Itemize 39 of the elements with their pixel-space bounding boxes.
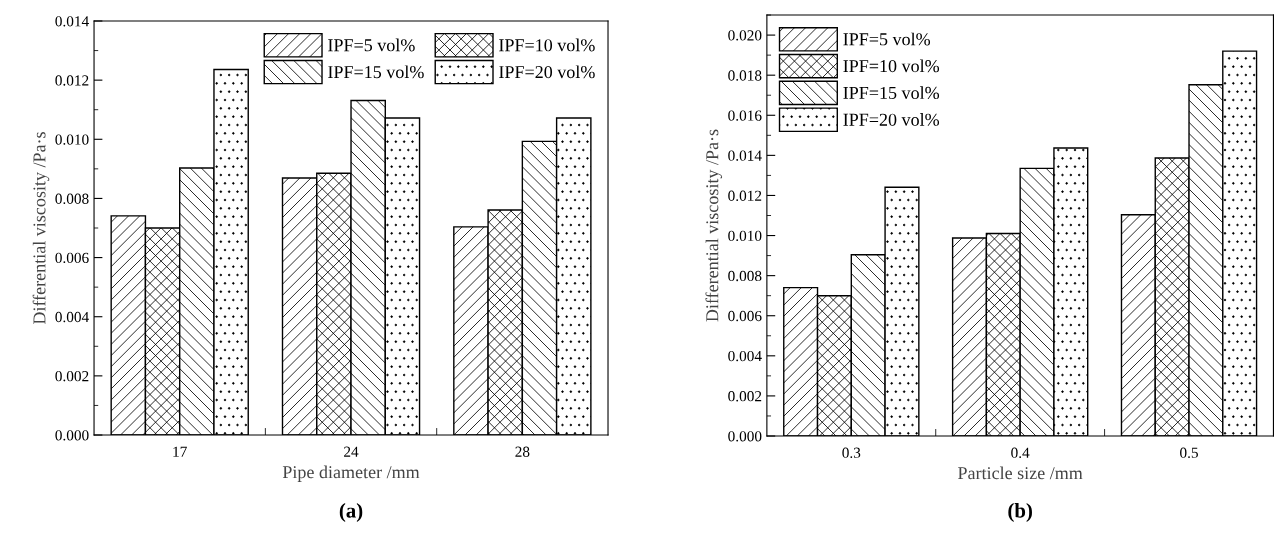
- legend-label: IPF=20 vol%: [499, 65, 595, 79]
- legend-label: IPF=5 vol%: [843, 32, 931, 46]
- y-axis-title: Differential viscosity /Pa·s: [705, 129, 723, 322]
- y-tick-label: 0.014: [55, 16, 89, 27]
- y-tick-label: 0.010: [728, 230, 762, 242]
- y-tick-label: 0.016: [728, 110, 762, 121]
- y-tick-label: 0.014: [728, 150, 762, 161]
- x-tick-label: 17: [173, 446, 187, 457]
- y-tick-label: 0.002: [728, 391, 762, 402]
- legend-label: IPF=5 vol%: [328, 38, 415, 52]
- y-tick-label: 0.008: [728, 270, 762, 282]
- x-axis-title: Particle size /mm: [958, 466, 1083, 480]
- legend-label: IPF=15 vol%: [843, 86, 940, 100]
- text: (a): [339, 502, 363, 522]
- text: (b): [1008, 502, 1032, 522]
- x-tick-label: 0.3: [842, 447, 861, 458]
- legend-label: IPF=10 vol%: [843, 59, 940, 73]
- legend-label: IPF=20 vol%: [843, 113, 940, 126]
- x-tick-label: 28: [515, 446, 530, 457]
- x-tick-label: 0.5: [1180, 447, 1198, 458]
- y-tick-label: 0.012: [55, 75, 89, 86]
- y-tick-label: 0.008: [55, 193, 89, 204]
- y-tick-label: 0.004: [728, 350, 762, 362]
- y-tick-label: 0.002: [55, 371, 89, 382]
- legend-label: IPF=15 vol%: [328, 65, 424, 79]
- legend-label: IPF=10 vol%: [499, 38, 595, 52]
- y-tick-label: 0.012: [728, 190, 762, 201]
- x-tick-label: 0.4: [1011, 447, 1030, 458]
- x-axis-title: Pipe diameter /mm: [282, 465, 420, 482]
- y-tick-label: 0.018: [728, 70, 762, 81]
- y-tick-label: 0.010: [55, 134, 89, 145]
- x-tick-label: 24: [344, 446, 359, 457]
- y-tick-label: 0.000: [728, 431, 762, 442]
- y-tick-label: 0.006: [728, 310, 762, 322]
- y-tick-label: 0.006: [55, 252, 89, 264]
- y-tick-label: 0.000: [55, 430, 89, 441]
- y-axis-title: Differential viscosity /Pa·s: [32, 132, 50, 325]
- y-tick-label: 0.020: [728, 30, 762, 41]
- y-tick-label: 0.004: [55, 311, 89, 323]
